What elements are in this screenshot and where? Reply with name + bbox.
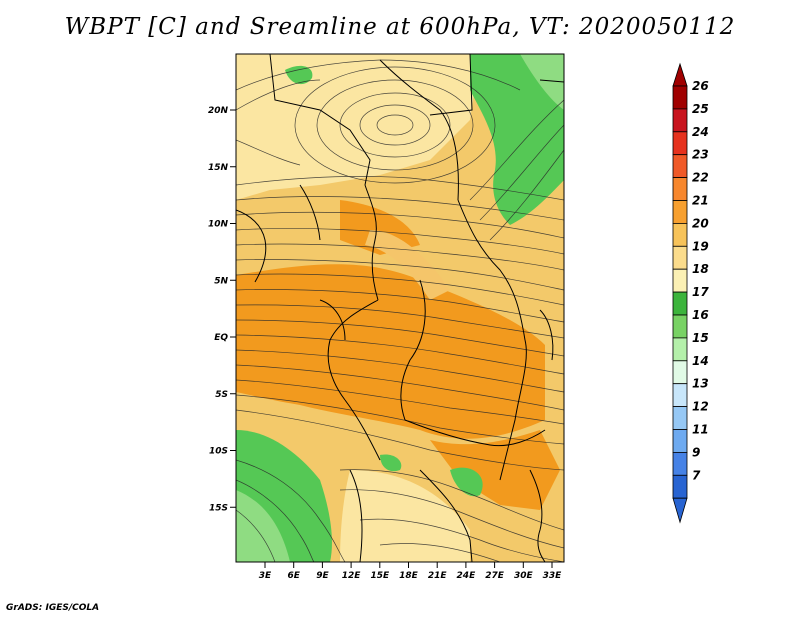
lon-label: 27E: [485, 571, 505, 581]
colorbar-label: 13: [692, 377, 709, 391]
colorbar-swatch: [672, 360, 688, 385]
lon-label: 24E: [457, 571, 477, 581]
lon-label: 21E: [428, 571, 448, 581]
colorbar-swatch: [672, 177, 688, 201]
green-light-northeast: [520, 54, 564, 110]
colorbar-label: 25: [692, 102, 709, 116]
grads-credit: GrADS: IGES/COLA: [6, 603, 100, 613]
colorbar-swatch: [672, 222, 688, 247]
country-borders: [236, 54, 564, 562]
map-frame: [235, 53, 565, 563]
lon-label: 3E: [259, 571, 272, 581]
colorbar-label: 17: [692, 285, 709, 299]
colorbar-label: 7: [692, 468, 701, 482]
lat-label: 5N: [214, 276, 228, 286]
cool-field-south: [340, 470, 470, 562]
colorbar-swatch: [672, 108, 688, 133]
colorbar-swatch: [672, 451, 688, 476]
colorbar-label: 15: [692, 331, 709, 345]
colorbar-label: 20: [692, 216, 709, 230]
map-panel: [236, 54, 564, 562]
lon-label: 18E: [399, 571, 419, 581]
lat-label: EQ: [214, 333, 228, 343]
colorbar-label: 26: [692, 79, 709, 93]
colorbar-swatch: [672, 406, 688, 430]
colorbar-swatch: [672, 245, 688, 270]
colorbar-top-arrow: [672, 62, 688, 87]
lon-label: 30E: [514, 571, 534, 581]
colorbar-swatch: [672, 474, 688, 499]
lat-label: 10N: [208, 220, 229, 230]
colorbar-bottom-arrow: [672, 497, 688, 524]
map-title: WBPT [C] and Sreamline at 600hPa, VT: 20…: [64, 14, 736, 40]
green-light-southwest: [236, 490, 290, 562]
lon-label: 33E: [543, 571, 563, 581]
colorbar-swatch: [672, 154, 688, 178]
colorbar-label: 24: [692, 125, 709, 139]
colorbar-swatch: [672, 429, 688, 453]
lat-label: 15S: [209, 503, 228, 513]
lon-label: 12E: [342, 571, 362, 581]
colorbar-label: 21: [692, 194, 709, 208]
lat-label: 15N: [208, 163, 229, 173]
green-patch-south2: [450, 467, 483, 497]
streamlines: [236, 59, 564, 562]
colorbar-label: 9: [692, 445, 700, 459]
colorbar-label: 18: [692, 262, 709, 276]
colorbar-swatch: [672, 337, 688, 362]
colorbar-swatch: [672, 85, 688, 110]
colorbar-swatch: [672, 291, 688, 316]
lon-label: 9E: [316, 571, 329, 581]
colorbar-label: 11: [692, 423, 709, 437]
colorbar-swatch: [672, 131, 688, 156]
colorbar-label: 19: [692, 239, 709, 253]
colorbar-label: 12: [692, 400, 709, 414]
cool-field-north: [236, 54, 480, 200]
green-region-north: [285, 65, 313, 85]
colorbar-label: 14: [692, 354, 709, 368]
longitude-axis: 3E 6E 9E 12E 15E 18E 21E 24E 27E 30E 33E: [259, 562, 562, 581]
colorbar-label: 23: [692, 148, 709, 162]
lon-label: 15E: [370, 571, 390, 581]
lon-label: 6E: [287, 571, 300, 581]
latitude-axis: 20N 15N 10N 5N EQ 5S 10S 15S: [208, 106, 236, 513]
lat-label: 5S: [215, 390, 228, 400]
colorbar-swatch: [672, 383, 688, 408]
lat-label: 10S: [209, 447, 228, 457]
colorbar-swatch: [672, 314, 688, 339]
hot-field-central: [236, 264, 545, 439]
lat-label: 20N: [208, 106, 229, 116]
green-region-northeast: [470, 54, 564, 225]
colorbar-label: 22: [692, 171, 709, 185]
green-patch-south: [380, 454, 402, 472]
hot-field-east: [430, 430, 560, 510]
colorbar-swatch: [672, 200, 688, 224]
colorbar: 26 25 24 23 22 21 20 19 18 17 16 15 14 13 12 11 9 7: [672, 62, 709, 524]
colorbar-swatch: [672, 268, 688, 293]
colorbar-label: 16: [692, 308, 709, 322]
